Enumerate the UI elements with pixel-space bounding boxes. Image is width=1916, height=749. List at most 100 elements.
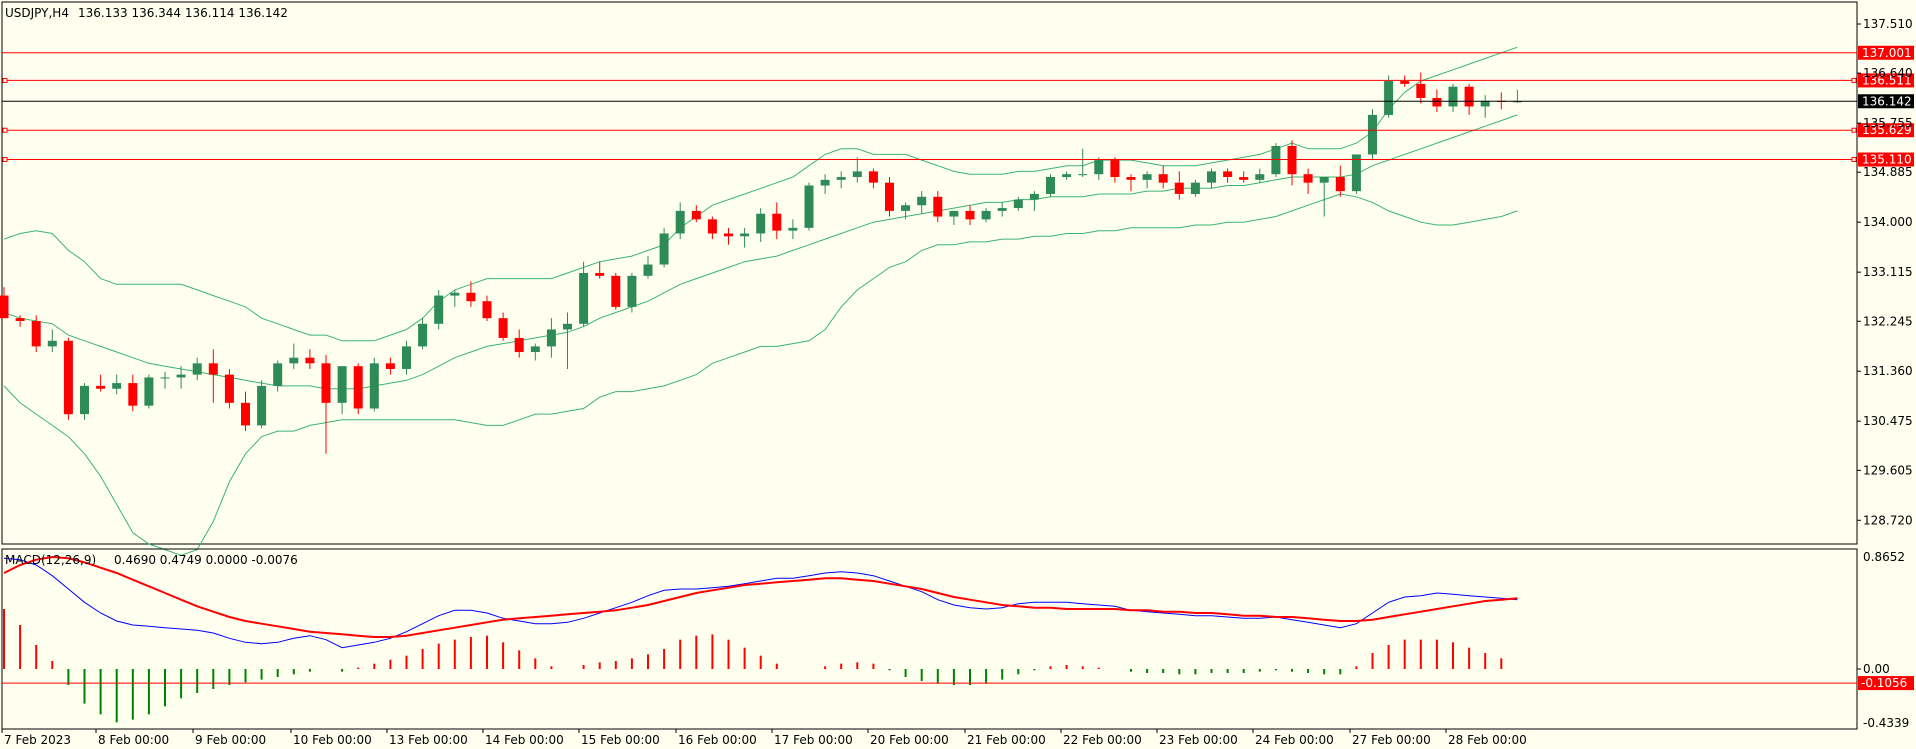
macd-tick-label: -0.4339: [1863, 716, 1909, 730]
candle: [675, 202, 685, 240]
candle: [1464, 83, 1474, 115]
candle: [1029, 191, 1039, 211]
candle: [949, 210, 959, 226]
candle: [724, 227, 733, 245]
price-level-tag-label: 137.001: [1862, 46, 1912, 60]
candle: [868, 168, 878, 189]
candle: [498, 312, 508, 341]
candle: [788, 219, 798, 240]
price-level-tag-bg: [1858, 45, 1914, 60]
candle: [1207, 168, 1216, 189]
horizontal-levels: 137.001 136.511 135.629 135.110 136.142: [2, 45, 1914, 167]
candle: [1078, 148, 1088, 178]
time-tick-label: 22 Feb 00:00: [1063, 733, 1142, 747]
candle: [208, 349, 218, 403]
level-anchor-handle[interactable]: [1851, 127, 1857, 133]
candle: [1174, 171, 1184, 200]
candle: [482, 295, 492, 321]
price-tick-label: 133.115: [1863, 265, 1913, 279]
candle: [563, 312, 572, 369]
candlesticks: [0, 72, 1522, 454]
candle: [885, 177, 894, 217]
candle: [321, 354, 331, 454]
ohlc-values: 136.133 136.344 136.114 136.142: [78, 6, 288, 20]
price-tick-label: 134.885: [1863, 165, 1913, 179]
candle: [369, 357, 379, 412]
candle: [1287, 140, 1297, 186]
time-tick-label: 20 Feb 00:00: [870, 733, 949, 747]
candle: [659, 227, 669, 268]
candle: [1223, 168, 1233, 183]
candle: [1158, 165, 1168, 189]
candle: [176, 366, 186, 389]
macd-values: 0.4690 0.4749 0.0000 -0.0076: [114, 553, 298, 567]
level-anchor-handle[interactable]: [1851, 157, 1857, 163]
candle: [1142, 171, 1152, 189]
candle: [1255, 168, 1265, 183]
candle: [595, 261, 605, 279]
candle: [1062, 171, 1072, 180]
candle: [1416, 72, 1426, 104]
price-tick-label: 129.605: [1863, 463, 1913, 477]
candle: [337, 366, 347, 415]
candle: [1303, 168, 1313, 194]
price-level-tag-bg: [1858, 123, 1914, 138]
level-anchor-handle[interactable]: [2, 157, 8, 163]
candle: [241, 391, 250, 432]
candle: [1271, 143, 1281, 178]
candle: [1368, 109, 1377, 161]
candle: [273, 360, 283, 392]
macd-level-tag-bg: [1858, 676, 1914, 691]
candle: [305, 349, 315, 369]
macd-tick-label: 0.8652: [1863, 550, 1905, 564]
candle: [1126, 174, 1136, 192]
bb-upper-line: [3, 46, 1518, 342]
price-pane-border: [1, 1, 1858, 545]
candle: [1384, 75, 1394, 118]
macd-lines: [3, 555, 1518, 649]
price-tick-label: 131.360: [1863, 364, 1913, 378]
candle: [160, 371, 170, 389]
candle: [434, 289, 444, 330]
candle: [933, 191, 943, 223]
macd-level-tag-label: -0.1056: [1861, 676, 1907, 690]
time-tick-label: 10 Feb 00:00: [293, 733, 372, 747]
time-tick-label: 21 Feb 00:00: [967, 733, 1046, 747]
candle: [96, 374, 106, 392]
candle: [353, 363, 363, 415]
candle: [1319, 177, 1329, 217]
candle: [546, 318, 556, 358]
candle: [1351, 154, 1361, 194]
time-axis: 7 Feb 2023 8 Feb 00:00 9 Feb 00:00 10 Feb 0…: [1, 729, 1527, 747]
candle: [836, 171, 846, 189]
price-tick-label: 132.245: [1863, 314, 1913, 328]
candle: [224, 368, 234, 409]
candle: [385, 357, 395, 375]
candle: [63, 337, 73, 420]
candle: [402, 340, 411, 375]
price-pane[interactable]: 137.001 136.511 135.629 135.110 136.142 137.…: [0, 1, 1914, 556]
time-tick-label: 8 Feb 00:00: [98, 733, 169, 747]
candle: [1448, 83, 1458, 113]
candle: [579, 261, 589, 327]
candle: [627, 273, 637, 313]
time-tick-label: 28 Feb 00:00: [1448, 733, 1527, 747]
candle: [997, 202, 1007, 217]
candle: [740, 227, 750, 248]
price-tick-label: 130.475: [1863, 414, 1913, 428]
time-tick-label: 13 Feb 00:00: [389, 733, 468, 747]
macd-pane[interactable]: 0.8652 0.00 -0.4339 -0.1056 MACD(12,26,9) 0…: [1, 548, 1914, 730]
candle: [450, 289, 460, 307]
level-anchor-handle[interactable]: [1851, 77, 1857, 83]
level-anchor-handle[interactable]: [2, 77, 8, 83]
level-anchor-handle[interactable]: [2, 127, 8, 133]
candle: [514, 329, 524, 358]
time-tick-label: 15 Feb 00:00: [581, 733, 660, 747]
price-tick-label: 135.755: [1863, 116, 1913, 130]
price-tick-label: 136.640: [1863, 66, 1913, 80]
candle: [192, 357, 202, 381]
time-tick-label: 17 Feb 00:00: [774, 733, 853, 747]
bid-price-tag-bg: [1858, 94, 1914, 109]
candle: [128, 374, 138, 412]
